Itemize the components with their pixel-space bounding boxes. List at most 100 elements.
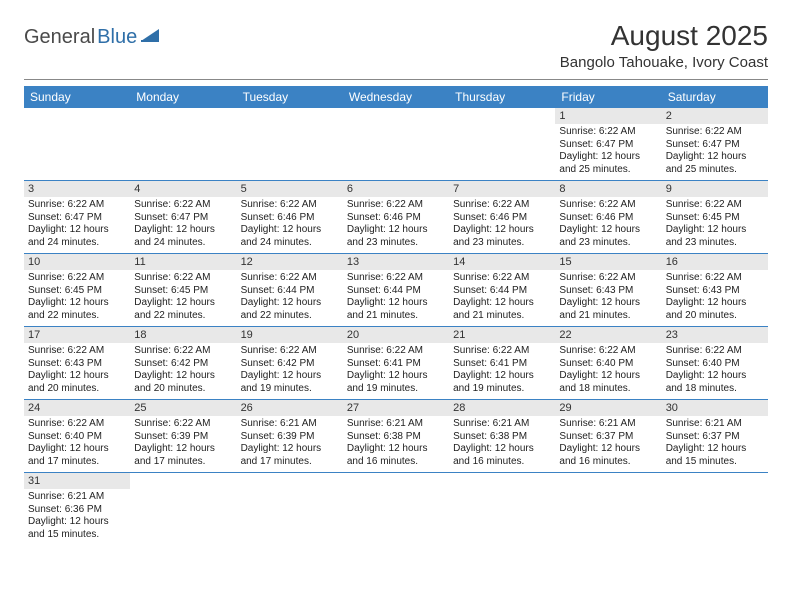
calendar-cell: 17Sunrise: 6:22 AMSunset: 6:43 PMDayligh…: [24, 327, 130, 400]
day-detail-line: Sunrise: 6:22 AM: [666, 272, 764, 285]
day-number: [130, 108, 236, 124]
day-detail-line: Sunset: 6:40 PM: [559, 358, 657, 371]
day-detail-line: Daylight: 12 hours and 21 minutes.: [347, 297, 445, 322]
day-number: [662, 473, 768, 489]
day-details: Sunrise: 6:21 AMSunset: 6:36 PMDaylight:…: [24, 489, 130, 545]
day-detail-line: Sunrise: 6:22 AM: [347, 345, 445, 358]
day-detail-line: Daylight: 12 hours and 22 minutes.: [28, 297, 126, 322]
logo-text-general: General: [24, 26, 95, 49]
day-details: Sunrise: 6:22 AMSunset: 6:44 PMDaylight:…: [449, 270, 555, 326]
day-details: Sunrise: 6:22 AMSunset: 6:43 PMDaylight:…: [662, 270, 768, 326]
day-detail-line: Daylight: 12 hours and 22 minutes.: [241, 297, 339, 322]
day-number: 4: [130, 181, 236, 197]
day-detail-line: Sunrise: 6:22 AM: [453, 345, 551, 358]
calendar-cell: [130, 473, 236, 546]
day-detail-line: Sunset: 6:44 PM: [453, 285, 551, 298]
calendar-cell: [555, 473, 661, 546]
day-details: Sunrise: 6:22 AMSunset: 6:41 PMDaylight:…: [343, 343, 449, 399]
calendar-cell: 3Sunrise: 6:22 AMSunset: 6:47 PMDaylight…: [24, 181, 130, 254]
day-detail-line: Sunset: 6:41 PM: [347, 358, 445, 371]
day-detail-line: Daylight: 12 hours and 20 minutes.: [666, 297, 764, 322]
logo-text-blue: Blue: [97, 26, 137, 49]
day-details: Sunrise: 6:22 AMSunset: 6:46 PMDaylight:…: [449, 197, 555, 253]
day-number: [449, 108, 555, 124]
calendar-cell: 24Sunrise: 6:22 AMSunset: 6:40 PMDayligh…: [24, 400, 130, 473]
day-details: Sunrise: 6:22 AMSunset: 6:47 PMDaylight:…: [555, 124, 661, 180]
location-subtitle: Bangolo Tahouake, Ivory Coast: [560, 54, 768, 71]
calendar-head: SundayMondayTuesdayWednesdayThursdayFrid…: [24, 86, 768, 108]
day-detail-line: Daylight: 12 hours and 17 minutes.: [28, 443, 126, 468]
day-detail-line: Daylight: 12 hours and 19 minutes.: [241, 370, 339, 395]
day-details: Sunrise: 6:22 AMSunset: 6:43 PMDaylight:…: [555, 270, 661, 326]
day-detail-line: Sunrise: 6:22 AM: [241, 199, 339, 212]
day-number: 18: [130, 327, 236, 343]
day-of-week-row: SundayMondayTuesdayWednesdayThursdayFrid…: [24, 86, 768, 108]
calendar-cell: [343, 108, 449, 181]
day-details: Sunrise: 6:22 AMSunset: 6:40 PMDaylight:…: [555, 343, 661, 399]
day-of-week-header: Monday: [130, 86, 236, 108]
day-number: [237, 473, 343, 489]
header: GeneralBlue August 2025 Bangolo Tahouake…: [24, 20, 768, 71]
day-detail-line: Daylight: 12 hours and 24 minutes.: [134, 224, 232, 249]
day-detail-line: Daylight: 12 hours and 24 minutes.: [241, 224, 339, 249]
day-number: 2: [662, 108, 768, 124]
day-detail-line: Sunrise: 6:21 AM: [347, 418, 445, 431]
calendar-cell: 18Sunrise: 6:22 AMSunset: 6:42 PMDayligh…: [130, 327, 236, 400]
day-number: 26: [237, 400, 343, 416]
calendar-cell: [24, 108, 130, 181]
day-detail-line: Sunset: 6:45 PM: [134, 285, 232, 298]
calendar-cell: 13Sunrise: 6:22 AMSunset: 6:44 PMDayligh…: [343, 254, 449, 327]
calendar-cell: 27Sunrise: 6:21 AMSunset: 6:38 PMDayligh…: [343, 400, 449, 473]
calendar-cell: 2Sunrise: 6:22 AMSunset: 6:47 PMDaylight…: [662, 108, 768, 181]
calendar-cell: [237, 108, 343, 181]
day-detail-line: Sunrise: 6:21 AM: [453, 418, 551, 431]
day-detail-line: Daylight: 12 hours and 15 minutes.: [28, 516, 126, 541]
day-number: 13: [343, 254, 449, 270]
day-detail-line: Sunset: 6:43 PM: [559, 285, 657, 298]
day-detail-line: Daylight: 12 hours and 16 minutes.: [559, 443, 657, 468]
day-detail-line: Sunset: 6:46 PM: [453, 212, 551, 225]
calendar-cell: 31Sunrise: 6:21 AMSunset: 6:36 PMDayligh…: [24, 473, 130, 546]
logo: GeneralBlue: [24, 20, 161, 49]
day-of-week-header: Sunday: [24, 86, 130, 108]
calendar-cell: 15Sunrise: 6:22 AMSunset: 6:43 PMDayligh…: [555, 254, 661, 327]
day-detail-line: Sunrise: 6:22 AM: [559, 199, 657, 212]
day-details: Sunrise: 6:22 AMSunset: 6:46 PMDaylight:…: [237, 197, 343, 253]
day-detail-line: Sunrise: 6:21 AM: [559, 418, 657, 431]
calendar-cell: 22Sunrise: 6:22 AMSunset: 6:40 PMDayligh…: [555, 327, 661, 400]
day-detail-line: Sunset: 6:38 PM: [453, 431, 551, 444]
calendar-cell: 12Sunrise: 6:22 AMSunset: 6:44 PMDayligh…: [237, 254, 343, 327]
day-detail-line: Sunrise: 6:22 AM: [453, 199, 551, 212]
calendar-cell: 20Sunrise: 6:22 AMSunset: 6:41 PMDayligh…: [343, 327, 449, 400]
day-number: [343, 108, 449, 124]
calendar-cell: [130, 108, 236, 181]
day-detail-line: Sunrise: 6:22 AM: [28, 272, 126, 285]
day-detail-line: Sunrise: 6:22 AM: [134, 199, 232, 212]
day-detail-line: Sunset: 6:42 PM: [241, 358, 339, 371]
day-detail-line: Sunset: 6:47 PM: [134, 212, 232, 225]
calendar-cell: 16Sunrise: 6:22 AMSunset: 6:43 PMDayligh…: [662, 254, 768, 327]
day-detail-line: Sunrise: 6:22 AM: [134, 345, 232, 358]
day-detail-line: Daylight: 12 hours and 20 minutes.: [134, 370, 232, 395]
day-detail-line: Sunrise: 6:22 AM: [28, 345, 126, 358]
calendar-cell: 5Sunrise: 6:22 AMSunset: 6:46 PMDaylight…: [237, 181, 343, 254]
day-detail-line: Sunset: 6:37 PM: [666, 431, 764, 444]
day-details: Sunrise: 6:22 AMSunset: 6:47 PMDaylight:…: [130, 197, 236, 253]
day-detail-line: Sunset: 6:39 PM: [241, 431, 339, 444]
day-detail-line: Daylight: 12 hours and 15 minutes.: [666, 443, 764, 468]
day-number: [237, 108, 343, 124]
calendar-cell: 11Sunrise: 6:22 AMSunset: 6:45 PMDayligh…: [130, 254, 236, 327]
day-details: Sunrise: 6:22 AMSunset: 6:39 PMDaylight:…: [130, 416, 236, 472]
calendar-cell: [449, 108, 555, 181]
day-detail-line: Daylight: 12 hours and 23 minutes.: [666, 224, 764, 249]
day-detail-line: Sunset: 6:40 PM: [666, 358, 764, 371]
day-details: Sunrise: 6:22 AMSunset: 6:42 PMDaylight:…: [130, 343, 236, 399]
day-detail-line: Sunrise: 6:22 AM: [666, 345, 764, 358]
day-number: 3: [24, 181, 130, 197]
day-details: Sunrise: 6:21 AMSunset: 6:39 PMDaylight:…: [237, 416, 343, 472]
day-number: 9: [662, 181, 768, 197]
day-detail-line: Sunrise: 6:22 AM: [453, 272, 551, 285]
day-number: [555, 473, 661, 489]
day-detail-line: Sunset: 6:44 PM: [347, 285, 445, 298]
day-detail-line: Sunrise: 6:22 AM: [347, 199, 445, 212]
